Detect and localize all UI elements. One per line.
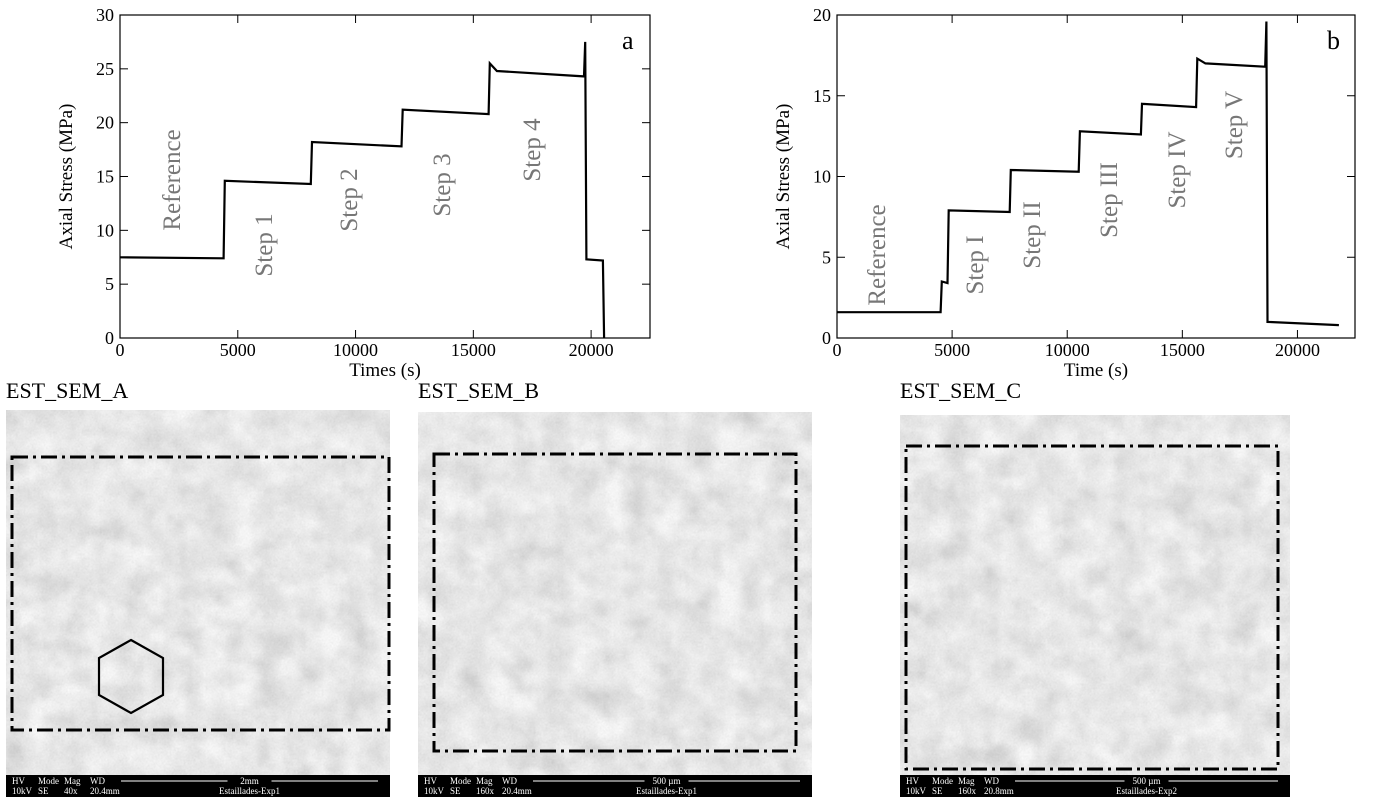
y-tick-label: 15 bbox=[813, 86, 831, 106]
x-tick-label: 20000 bbox=[569, 340, 614, 360]
y-tick-label: 10 bbox=[96, 220, 114, 240]
y-tick-label: 10 bbox=[813, 167, 831, 187]
info-header: Mode bbox=[450, 776, 471, 786]
x-axis-label: Time (s) bbox=[1064, 360, 1128, 381]
info-header: HV bbox=[424, 776, 437, 786]
y-tick-label: 30 bbox=[96, 5, 114, 25]
info-value: SE bbox=[450, 786, 461, 796]
info-value: 20.4mm bbox=[90, 786, 120, 796]
info-header: Mag bbox=[64, 776, 81, 786]
annotation: Step 4 bbox=[519, 118, 546, 182]
x-tick-label: 15000 bbox=[451, 340, 496, 360]
info-header: Mag bbox=[476, 776, 493, 786]
scale-bg bbox=[1124, 775, 1169, 785]
data-line bbox=[119, 41, 606, 339]
info-value: 20.4mm bbox=[502, 786, 532, 796]
y-tick-label: 20 bbox=[813, 5, 831, 25]
y-axis-label: Axial Stress (MPa) bbox=[773, 104, 794, 250]
region-box bbox=[432, 452, 798, 753]
annotation: Step II bbox=[1019, 201, 1046, 268]
info-header: HV bbox=[12, 776, 25, 786]
panel-label: b bbox=[1327, 26, 1340, 55]
y-tick-label: 20 bbox=[96, 113, 114, 133]
info-header: WD bbox=[984, 776, 999, 786]
info-header: Mag bbox=[958, 776, 975, 786]
y-tick-label: 5 bbox=[822, 247, 831, 267]
plot-frame bbox=[119, 14, 651, 339]
panel-label: a bbox=[622, 26, 634, 55]
annotation: Step I bbox=[962, 235, 989, 294]
y-axis-label: Axial Stress (MPa) bbox=[56, 104, 77, 250]
hexagon-marker bbox=[97, 638, 165, 715]
info-header: Mode bbox=[932, 776, 953, 786]
y-tick-label: 15 bbox=[96, 167, 114, 187]
scale-label: 2mm bbox=[240, 776, 259, 786]
region-box bbox=[10, 455, 391, 732]
sem-texture bbox=[900, 415, 1290, 775]
y-tick-label: 0 bbox=[822, 328, 831, 348]
info-value: 20.8mm bbox=[984, 786, 1014, 796]
y-tick-label: 0 bbox=[105, 328, 114, 348]
info-value: 160x bbox=[958, 786, 977, 796]
sample-name: Estaillades-Exp2 bbox=[1116, 786, 1177, 796]
annotation: Step III bbox=[1096, 162, 1123, 238]
annotation: Step 1 bbox=[251, 213, 278, 276]
info-value: 10kV bbox=[906, 786, 927, 796]
annotation: Reference bbox=[159, 129, 186, 230]
info-value: 160x bbox=[476, 786, 495, 796]
image-title: EST_SEM_A bbox=[6, 378, 128, 403]
info-value: SE bbox=[38, 786, 49, 796]
x-tick-label: 10000 bbox=[333, 340, 378, 360]
x-axis-label: Times (s) bbox=[349, 360, 421, 381]
scale-label: 500 µm bbox=[1133, 776, 1161, 786]
x-tick-label: 20000 bbox=[1275, 340, 1320, 360]
y-tick-label: 25 bbox=[96, 59, 114, 79]
x-tick-label: 5000 bbox=[220, 340, 256, 360]
scale-bg bbox=[644, 775, 689, 785]
info-value: SE bbox=[932, 786, 943, 796]
annotation: Step V bbox=[1221, 91, 1248, 159]
info-value: 40x bbox=[64, 786, 78, 796]
sample-name: Estaillades-Exp1 bbox=[219, 786, 280, 796]
info-header: HV bbox=[906, 776, 919, 786]
sample-name: Estaillades-Exp1 bbox=[636, 786, 697, 796]
sem-texture bbox=[418, 412, 812, 775]
x-tick-label: 10000 bbox=[1045, 340, 1090, 360]
info-header: WD bbox=[502, 776, 517, 786]
info-header: Mode bbox=[38, 776, 59, 786]
data-line bbox=[837, 21, 1339, 327]
annotation: Step 3 bbox=[429, 153, 456, 216]
scale-label: 500 µm bbox=[653, 776, 681, 786]
x-tick-label: 0 bbox=[833, 340, 842, 360]
x-tick-label: 0 bbox=[116, 340, 125, 360]
x-tick-label: 15000 bbox=[1160, 340, 1205, 360]
image-title: EST_SEM_B bbox=[418, 378, 539, 403]
sem-texture bbox=[6, 410, 390, 775]
annotation: Reference bbox=[864, 204, 891, 305]
annotation: Step IV bbox=[1164, 131, 1191, 208]
image-title: EST_SEM_C bbox=[900, 378, 1021, 403]
x-tick-label: 5000 bbox=[934, 340, 970, 360]
y-tick-label: 5 bbox=[105, 274, 114, 294]
info-header: WD bbox=[90, 776, 105, 786]
annotation: Step 2 bbox=[336, 168, 363, 231]
info-value: 10kV bbox=[424, 786, 445, 796]
region-box bbox=[904, 444, 1280, 771]
scale-bg bbox=[227, 775, 272, 785]
info-value: 10kV bbox=[12, 786, 33, 796]
